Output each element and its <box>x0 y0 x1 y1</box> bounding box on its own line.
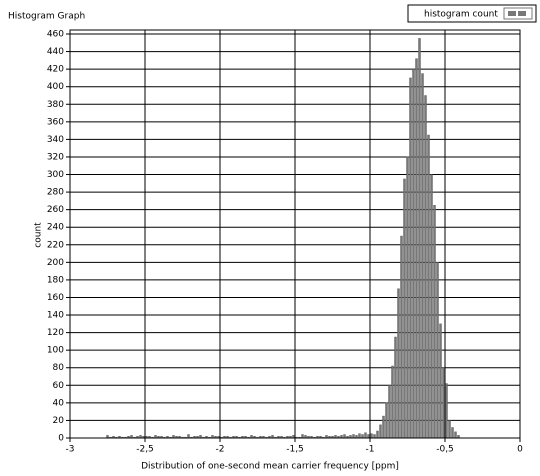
x-tick-label: -1 <box>366 445 375 455</box>
y-tick-label: 300 <box>47 170 64 180</box>
x-tick-label: -1,5 <box>286 445 304 455</box>
y-tick-label: 120 <box>47 328 64 338</box>
histogram-bar <box>370 433 373 439</box>
plot-border <box>69 29 521 439</box>
histogram-bar <box>397 288 400 439</box>
histogram-bar <box>379 424 382 439</box>
histogram-bar <box>448 420 451 439</box>
histogram-bar <box>367 434 370 439</box>
histogram-bar <box>445 383 448 439</box>
y-tick-label: 160 <box>47 293 64 303</box>
x-tick-label: 0 <box>517 445 523 455</box>
y-tick-label: 40 <box>53 398 65 408</box>
y-tick-label: 140 <box>47 311 64 321</box>
y-tick-label: 380 <box>47 100 64 110</box>
histogram-bar <box>442 367 445 439</box>
y-tick-label: 220 <box>47 240 64 250</box>
histogram-bar <box>412 68 415 439</box>
x-tick-label: -3 <box>66 445 75 455</box>
histogram-bar <box>400 235 403 439</box>
histogram-bar <box>388 385 391 439</box>
histogram-bar <box>415 58 418 439</box>
histogram-bar <box>385 402 388 439</box>
legend-swatch <box>508 11 516 16</box>
histogram-bar <box>301 434 304 439</box>
y-tick-label: 440 <box>47 47 64 57</box>
y-tick-label: 0 <box>58 434 64 444</box>
y-tick-label: 400 <box>47 82 64 92</box>
histogram-bar <box>454 431 457 439</box>
histogram-bar <box>427 134 430 439</box>
x-tick-label: -2 <box>216 445 225 455</box>
histogram-bar <box>439 323 442 439</box>
legend-label: histogram count <box>424 10 498 20</box>
histogram-bar <box>352 434 355 439</box>
y-tick-label: 320 <box>47 152 64 162</box>
histogram-bar <box>376 430 379 439</box>
histogram-bar <box>391 365 394 439</box>
histogram-bar <box>361 434 364 439</box>
y-axis-label: count <box>34 222 44 248</box>
histogram-bar <box>406 156 409 439</box>
y-tick-label: 280 <box>47 188 64 198</box>
y-tick-label: 100 <box>47 346 64 356</box>
y-tick-label: 60 <box>53 381 65 391</box>
histogram-bar <box>409 77 412 439</box>
histogram-bar <box>436 262 439 439</box>
histogram-bar <box>433 205 436 439</box>
y-tick-label: 340 <box>47 135 64 145</box>
histogram-bar <box>394 336 397 439</box>
y-tick-label: 180 <box>47 275 64 285</box>
histogram-bar <box>364 432 367 439</box>
histogram-bar <box>451 427 454 439</box>
x-tick-label: -0,5 <box>436 445 454 455</box>
x-tick-label: -2,5 <box>136 445 154 455</box>
histogram-bar <box>403 178 406 439</box>
y-tick-label: 460 <box>47 30 64 40</box>
y-tick-label: 200 <box>47 258 64 268</box>
y-tick-label: 360 <box>47 117 64 127</box>
histogram-bar <box>424 95 427 439</box>
histogram-bar <box>430 174 433 439</box>
y-tick-label: 420 <box>47 65 64 75</box>
x-axis-label: Distribution of one-second mean carrier … <box>141 462 399 472</box>
histogram-bar <box>343 434 346 439</box>
histogram-bar <box>373 434 376 439</box>
y-tick-label: 80 <box>53 363 65 373</box>
histogram-bar <box>418 38 421 439</box>
y-tick-label: 20 <box>53 416 65 426</box>
y-tick-label: 260 <box>47 205 64 215</box>
histogram-bar <box>421 73 424 439</box>
histogram-bar <box>187 434 190 439</box>
histogram-bar <box>382 415 385 439</box>
histogram-bar <box>358 433 361 439</box>
y-tick-label: 240 <box>47 223 64 233</box>
legend-swatch <box>518 11 526 16</box>
chart-title: Histogram Graph <box>8 12 85 22</box>
